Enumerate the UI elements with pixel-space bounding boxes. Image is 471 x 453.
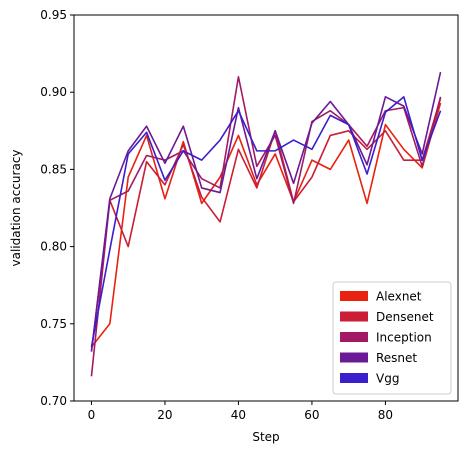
legend: Alexnet Densenet Inception Resnet Vgg <box>332 281 452 395</box>
legend-swatch-densenet <box>340 311 368 322</box>
x-tick-label: 0 <box>88 408 96 422</box>
legend-label-vgg: Vgg <box>376 372 399 386</box>
series-layer <box>90 71 442 377</box>
legend-label-resnet: Resnet <box>376 351 417 365</box>
y-tick-label: 0.90 <box>40 85 67 99</box>
legend-swatch-resnet <box>340 352 368 363</box>
legend-swatch-inception <box>340 332 368 342</box>
series-line-resnet <box>90 71 442 352</box>
x-tick-label: 20 <box>157 408 172 422</box>
y-tick-label: 0.70 <box>40 394 67 408</box>
legend-swatch-vgg <box>340 373 368 383</box>
y-tick-label: 0.80 <box>40 240 67 254</box>
legend-label-alexnet: Alexnet <box>376 290 422 304</box>
y-tick-label: 0.85 <box>40 162 67 176</box>
legend-label-inception: Inception <box>376 331 432 345</box>
legend-swatch-alexnet <box>340 291 368 301</box>
legend-box <box>332 281 452 395</box>
x-tick-label: 60 <box>304 408 319 422</box>
series-line-alexnet <box>90 102 442 348</box>
plot-frame <box>73 14 459 402</box>
y-axis-label: validation accuracy <box>9 149 23 266</box>
legend-label-densenet: Densenet <box>376 310 434 324</box>
x-axis-label: Step <box>252 430 279 444</box>
series-line-densenet <box>90 98 442 352</box>
series-line-vgg <box>90 96 442 348</box>
y-axis-ticks: 0.70 0.75 0.80 0.85 0.90 0.95 <box>40 8 74 408</box>
x-tick-label: 80 <box>378 408 393 422</box>
y-tick-label: 0.75 <box>40 317 67 331</box>
y-tick-label: 0.95 <box>40 8 67 22</box>
x-tick-label: 40 <box>231 408 246 422</box>
x-axis-ticks: 0 20 40 60 80 <box>88 401 393 422</box>
